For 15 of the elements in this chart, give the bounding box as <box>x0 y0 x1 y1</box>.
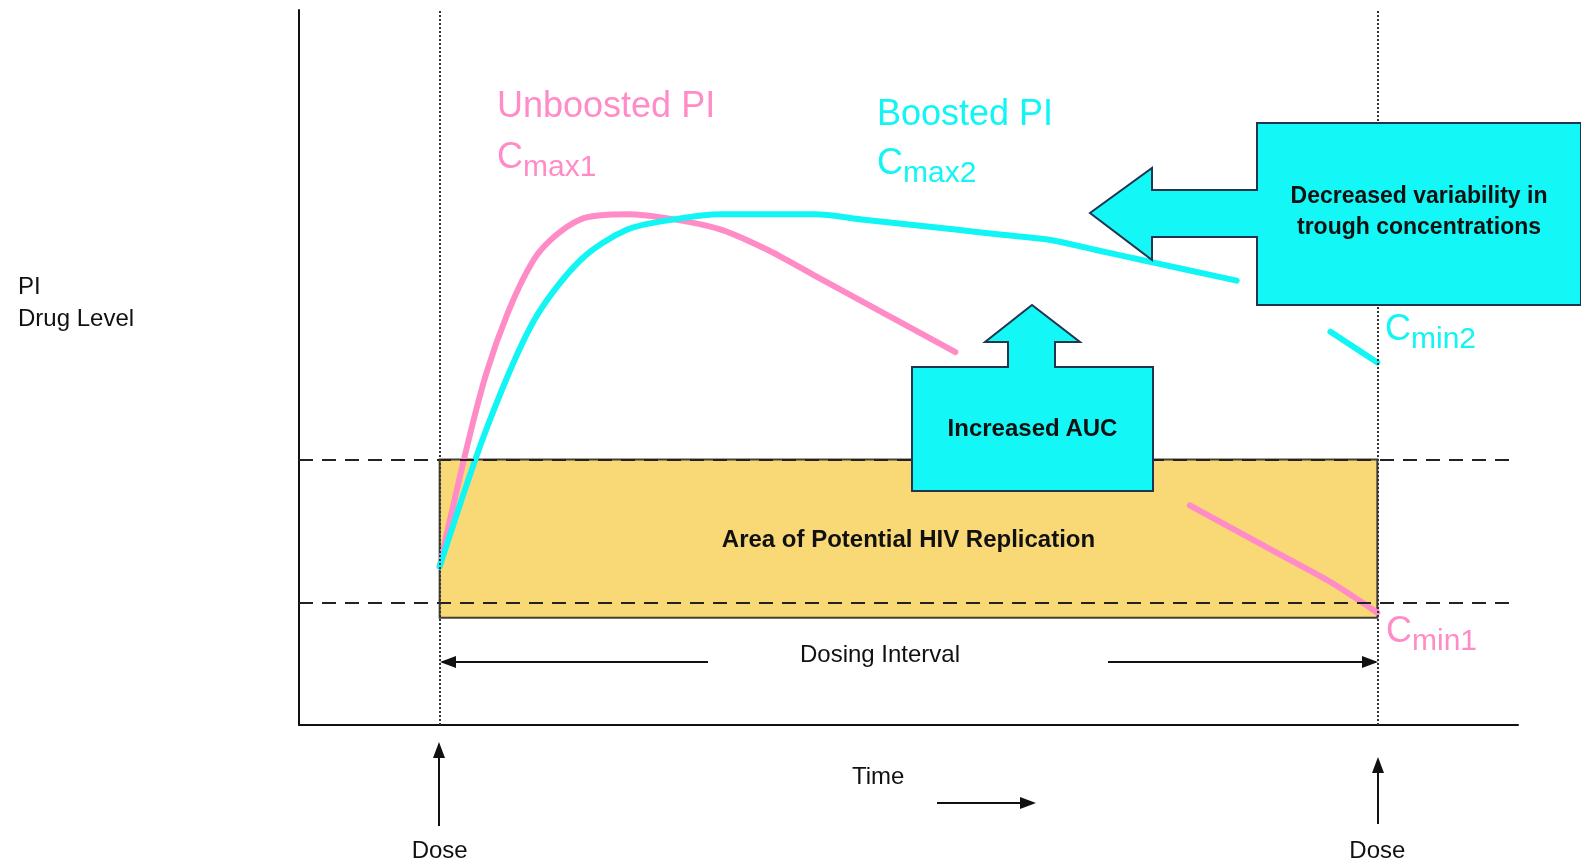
text: PI <box>18 271 42 301</box>
x-tick-label: Dose <box>1349 835 1406 863</box>
annotation: Dosing Interval <box>798 639 962 669</box>
x-axis-title: Time <box>852 762 905 790</box>
x-tick-label: Dose <box>411 835 468 863</box>
text: Boosted PI <box>877 92 1054 134</box>
text: C$_{max2}$ <box>877 140 978 191</box>
annotation: C$_{min1}$ <box>1386 608 1479 659</box>
text: Drug Level <box>18 303 136 333</box>
text: Unboosted PI <box>497 84 716 126</box>
annotation: Decreased variability in trough concentrations <box>1289 181 1549 242</box>
band-label: Area of Potential HIV Replication <box>721 525 1096 553</box>
text: C$_{max1}$ <box>497 134 598 185</box>
annotation: C$_{min2}$ <box>1385 306 1478 357</box>
annotation: Increased AUC <box>946 413 1119 443</box>
